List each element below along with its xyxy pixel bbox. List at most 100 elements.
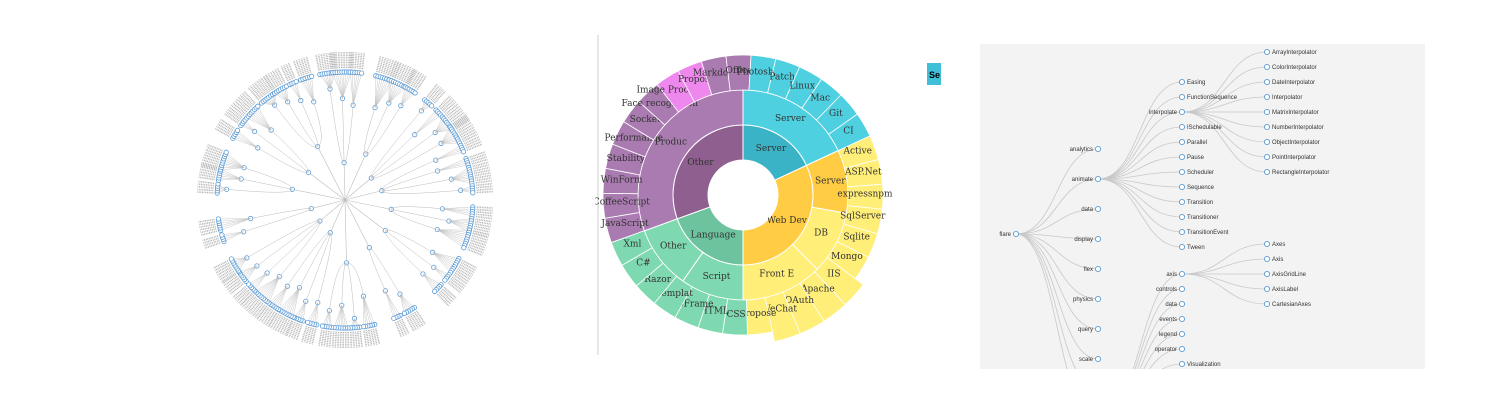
radial-leaf-label-mark bbox=[461, 259, 477, 269]
radial-leaf-label-mark bbox=[375, 56, 382, 73]
radial-leaf-label-mark bbox=[469, 241, 486, 249]
radial-leaf-label-mark bbox=[470, 153, 487, 161]
radial-leaf-link bbox=[440, 130, 454, 144]
radial-leaf-label-mark bbox=[282, 64, 292, 81]
radial-leaf-label-mark bbox=[444, 103, 459, 116]
radial-leaf-label-mark bbox=[475, 220, 492, 225]
radial-leaf-link bbox=[451, 171, 470, 180]
radial-leaf-link bbox=[300, 301, 306, 321]
sunburst-outer-label: JavaScript bbox=[600, 219, 649, 229]
radial-link bbox=[274, 104, 318, 148]
radial-leaf-label-mark bbox=[284, 320, 293, 336]
radial-leaf-label-mark bbox=[329, 52, 334, 69]
sunburst-outer-label: Socket bbox=[630, 115, 661, 125]
radial-leaf-link bbox=[448, 218, 472, 222]
tree-animate-child-node bbox=[1178, 78, 1186, 86]
sunburst-outer-label: Templat bbox=[656, 289, 693, 299]
tree-vis-child-label: controls bbox=[1156, 287, 1177, 293]
tree-animate-child-label: Easing bbox=[1187, 80, 1205, 86]
radial-leaf-link bbox=[385, 290, 394, 319]
radial-leaf-link bbox=[233, 136, 258, 149]
radial-leaf-label-mark bbox=[457, 121, 472, 132]
radial-leaf-label-mark bbox=[428, 85, 440, 99]
tree-link bbox=[1181, 66, 1268, 113]
radial-leaf-link bbox=[314, 302, 318, 325]
tree-level1-node bbox=[1094, 235, 1102, 243]
radial-leaf-link bbox=[341, 72, 343, 99]
radial-leaf-label-mark bbox=[335, 52, 338, 69]
radial-leaf-label-mark bbox=[471, 237, 487, 244]
radial-leaf-label-mark bbox=[409, 314, 420, 329]
radial-leaf-link bbox=[352, 72, 355, 106]
radial-link bbox=[341, 262, 347, 306]
radial-leaf-link bbox=[265, 276, 280, 301]
radial-link bbox=[329, 199, 346, 233]
radial-leaf-label-mark bbox=[200, 168, 217, 174]
radial-leaf-label-mark bbox=[277, 317, 286, 333]
radial-leaf-label-mark bbox=[323, 330, 328, 347]
radial-leaf-link bbox=[338, 305, 342, 328]
sunburst-outer-label: Apache bbox=[800, 284, 835, 294]
radial-leaf-label-mark bbox=[295, 59, 303, 76]
radial-leaf-link bbox=[286, 86, 288, 102]
radial-leaf-label-mark bbox=[293, 60, 301, 77]
radial-leaf-label-mark bbox=[408, 70, 418, 86]
radial-leaf-label-mark bbox=[398, 319, 408, 336]
radial-link bbox=[256, 220, 321, 267]
radial-leaf-link bbox=[433, 267, 446, 281]
radial-leaf-link bbox=[339, 72, 343, 99]
radial-leaf-link bbox=[254, 109, 272, 131]
radial-link bbox=[279, 220, 321, 277]
radial-leaf-label-mark bbox=[331, 331, 335, 348]
radial-link bbox=[381, 159, 436, 191]
radial-leaf-label-mark bbox=[236, 289, 250, 302]
radial-leaf-label-mark bbox=[222, 273, 237, 284]
radial-leaf-link bbox=[437, 229, 469, 235]
radial-leaf-label-mark bbox=[472, 232, 489, 239]
radial-leaf-label-mark bbox=[246, 298, 258, 312]
radial-leaf-label-mark bbox=[450, 278, 465, 290]
radial-node bbox=[433, 157, 439, 163]
radial-leaf-label-mark bbox=[318, 329, 323, 346]
radial-leaf-link bbox=[336, 305, 342, 328]
radial-leaf-link bbox=[293, 287, 300, 318]
tree-link bbox=[1097, 178, 1183, 188]
tree-link bbox=[1181, 243, 1268, 275]
tree-level1-label: scale bbox=[1079, 357, 1094, 363]
radial-leaf-link bbox=[414, 111, 438, 135]
radial-leaf-label-mark bbox=[447, 281, 461, 294]
sunburst-edge-tab[interactable] bbox=[927, 63, 941, 85]
radial-leaf-label-mark bbox=[372, 328, 378, 345]
radial-leaf-label-mark bbox=[249, 85, 262, 99]
radial-leaf-label-mark bbox=[462, 133, 478, 143]
radial-leaf-link bbox=[218, 178, 242, 181]
radial-leaf-label-mark bbox=[475, 215, 492, 220]
radial-link bbox=[254, 131, 309, 173]
radial-leaf-link bbox=[399, 294, 413, 309]
radial-leaf-link bbox=[296, 301, 306, 319]
radial-leaf-label-mark bbox=[436, 293, 450, 307]
radial-leaf-label-mark bbox=[285, 320, 294, 337]
radial-leaf-link bbox=[220, 167, 245, 171]
radial-leaf-label-mark bbox=[354, 52, 358, 69]
tree-axis-child-node bbox=[1263, 285, 1271, 293]
tree-animate-child-label: Parallel bbox=[1187, 140, 1207, 146]
tree-link bbox=[1097, 156, 1183, 180]
sunburst-outer-label: Face recognition bbox=[622, 99, 699, 109]
radial-leaf-label-mark bbox=[474, 172, 491, 177]
radial-leaf-label-mark bbox=[407, 315, 417, 331]
radial-leaf-label-mark bbox=[252, 302, 264, 317]
radial-leaf-label-mark bbox=[197, 183, 214, 187]
radial-leaf-link bbox=[286, 287, 300, 315]
radial-leaf-link bbox=[414, 109, 437, 135]
radial-leaf-link bbox=[432, 252, 451, 273]
sunburst-outer-label: Xml bbox=[624, 240, 642, 250]
radial-leaf-label-mark bbox=[200, 228, 217, 234]
radial-leaf-node bbox=[309, 73, 315, 80]
radial-leaf-link bbox=[399, 294, 407, 313]
radial-leaf-label-mark bbox=[414, 74, 425, 89]
radial-leaf-node bbox=[223, 149, 229, 155]
radial-leaf-link bbox=[414, 114, 441, 135]
radial-link bbox=[343, 105, 354, 163]
radial-leaf-link bbox=[337, 72, 343, 99]
